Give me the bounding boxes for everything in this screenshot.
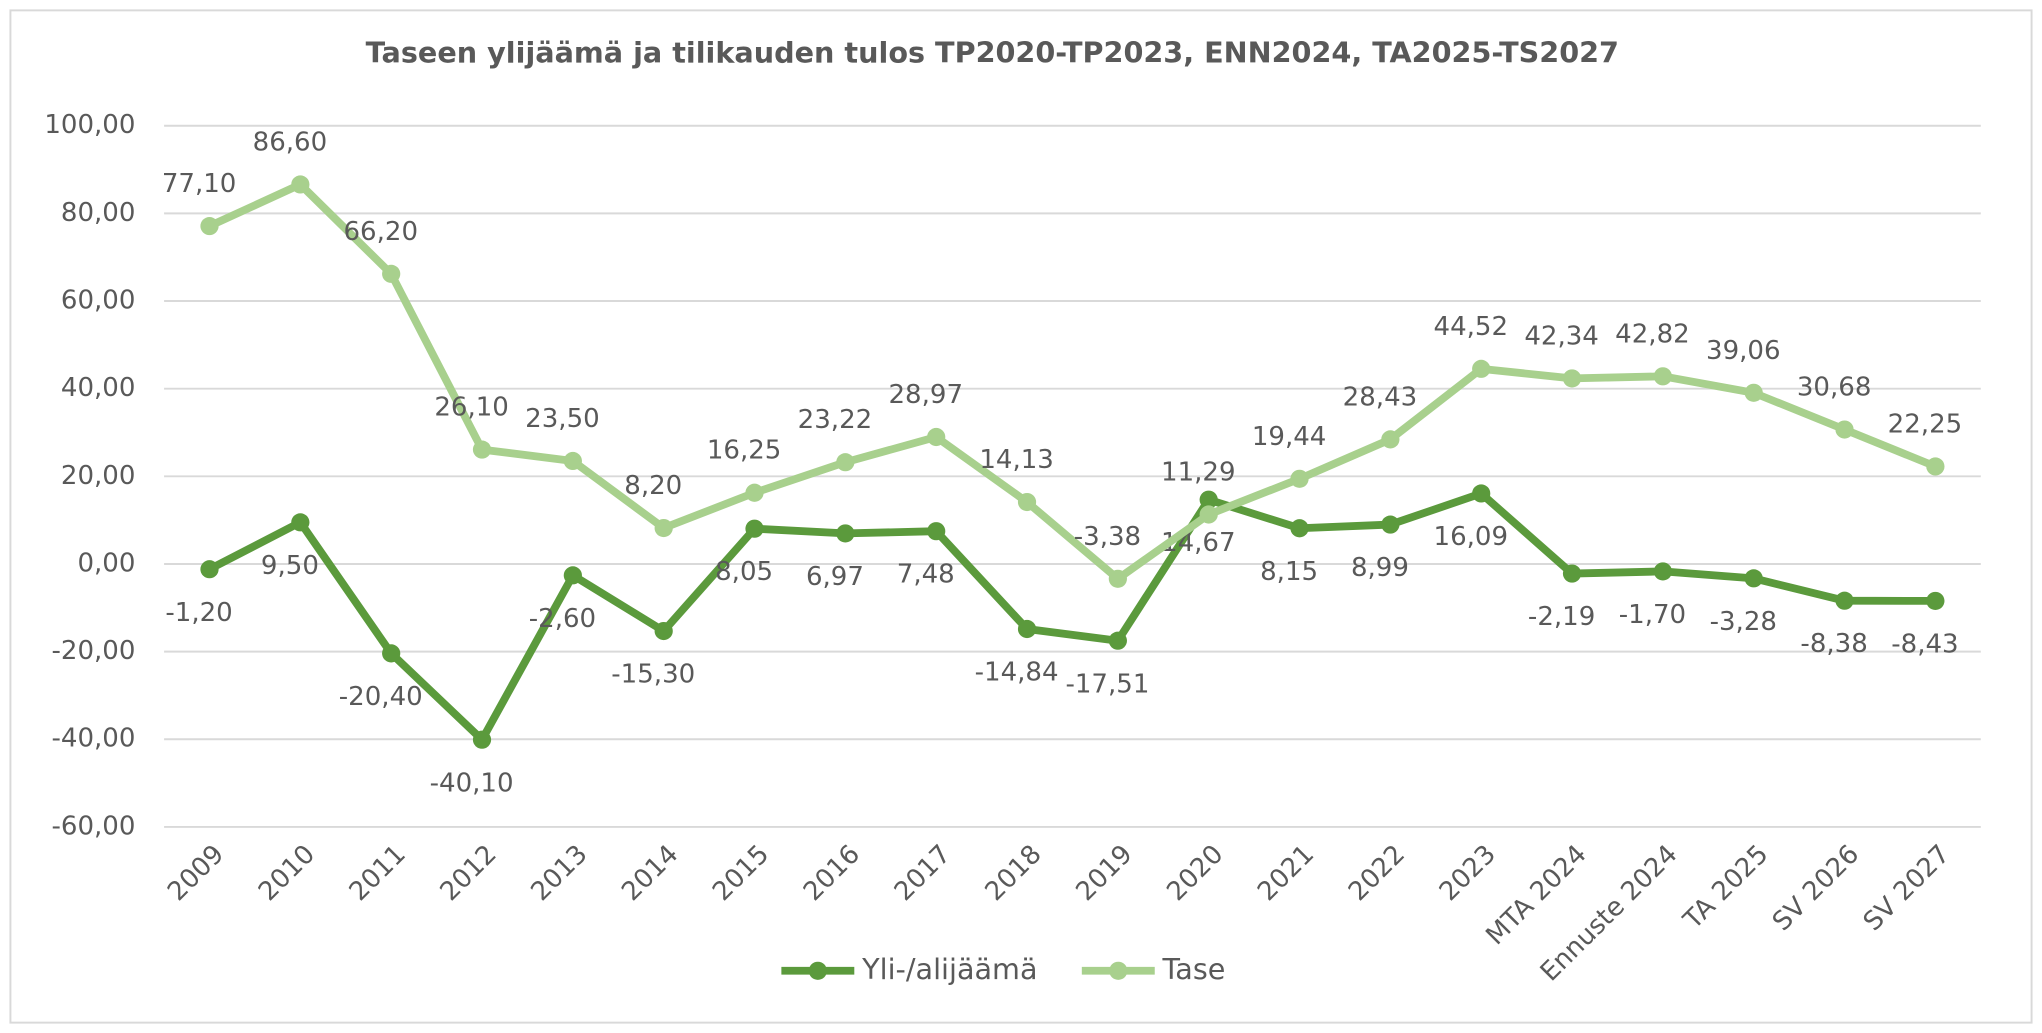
data-label: -40,10 xyxy=(430,768,514,798)
y-tick-label: 100,00 xyxy=(44,110,135,140)
data-label: 14,13 xyxy=(979,445,1054,475)
data-label: 16,25 xyxy=(707,436,782,466)
data-label: 16,09 xyxy=(1434,522,1509,552)
data-label: 8,20 xyxy=(624,471,682,501)
point xyxy=(1290,469,1309,488)
point xyxy=(1744,569,1763,588)
data-label: 39,06 xyxy=(1706,336,1781,366)
point xyxy=(836,524,855,543)
point xyxy=(291,513,310,532)
data-label: 23,50 xyxy=(525,404,600,434)
series-line xyxy=(207,180,1937,583)
data-label: -2,19 xyxy=(1528,602,1595,632)
legend-label: Tase xyxy=(1162,952,1226,986)
data-label: -20,40 xyxy=(339,682,423,712)
y-tick-label: -20,00 xyxy=(52,636,136,666)
point xyxy=(745,519,764,538)
point xyxy=(836,453,855,472)
data-label: 77,10 xyxy=(162,169,237,199)
data-label: 8,99 xyxy=(1351,553,1409,583)
point xyxy=(200,217,219,236)
legend-label: Yli-/alijäämä xyxy=(861,952,1037,986)
y-tick-label: 0,00 xyxy=(77,549,135,579)
data-label: 8,05 xyxy=(715,557,773,587)
point xyxy=(1744,383,1763,402)
point xyxy=(1472,359,1491,378)
point xyxy=(1562,369,1582,388)
point xyxy=(1835,591,1854,610)
point xyxy=(1290,519,1309,538)
point xyxy=(200,560,219,579)
data-label: 23,22 xyxy=(798,405,873,435)
series-line xyxy=(207,489,1936,744)
data-label: 42,82 xyxy=(1615,319,1690,349)
data-label: 42,34 xyxy=(1524,321,1599,351)
point xyxy=(1199,505,1218,524)
y-tick-label: 40,00 xyxy=(61,373,136,403)
point xyxy=(654,621,673,641)
data-label: -1,70 xyxy=(1619,600,1686,630)
data-label: -8,38 xyxy=(1800,629,1867,659)
point xyxy=(563,566,582,585)
data-label: -17,51 xyxy=(1065,669,1149,699)
point xyxy=(745,483,764,502)
point xyxy=(472,730,492,749)
data-label: -2,60 xyxy=(529,604,596,634)
legend-marker xyxy=(808,961,827,980)
point xyxy=(1653,367,1672,386)
point xyxy=(1108,569,1127,588)
point xyxy=(1381,430,1400,449)
point xyxy=(1835,420,1854,439)
point xyxy=(1108,631,1127,650)
y-tick-label: 60,00 xyxy=(61,286,136,316)
point xyxy=(1199,490,1218,509)
point xyxy=(1017,619,1037,639)
point xyxy=(472,440,492,459)
data-label: 8,15 xyxy=(1260,557,1318,587)
data-label: 28,97 xyxy=(889,380,964,410)
data-label: 7,48 xyxy=(897,560,955,590)
point xyxy=(382,644,401,663)
y-tick-label: -40,00 xyxy=(52,724,136,754)
legend-marker xyxy=(1109,961,1128,980)
point xyxy=(927,522,946,541)
data-label: 6,97 xyxy=(806,562,864,592)
data-label: 22,25 xyxy=(1888,410,1963,440)
chart-title: Taseen ylijäämä ja tilikauden tulos TP20… xyxy=(366,35,1619,69)
data-label: 9,50 xyxy=(261,551,319,581)
y-tick-label: 20,00 xyxy=(61,461,136,491)
point xyxy=(1017,492,1037,512)
point xyxy=(1472,484,1491,503)
data-label: 19,44 xyxy=(1252,422,1327,452)
y-tick-label: 80,00 xyxy=(61,198,136,228)
point xyxy=(382,264,401,283)
data-label: -14,84 xyxy=(975,658,1059,688)
chart-frame xyxy=(9,9,2033,1024)
data-label: 26,10 xyxy=(434,393,509,423)
point xyxy=(927,427,946,447)
data-label: 66,20 xyxy=(343,217,418,247)
point xyxy=(654,518,673,538)
data-label: 11,29 xyxy=(1161,458,1236,488)
point xyxy=(291,175,310,194)
point xyxy=(1381,515,1400,534)
data-label: -3,38 xyxy=(1074,522,1141,552)
point xyxy=(1926,457,1945,476)
y-tick-label: -60,00 xyxy=(52,811,136,841)
data-label: -8,43 xyxy=(1891,630,1958,660)
data-label: -3,28 xyxy=(1710,607,1777,637)
point xyxy=(563,451,582,471)
data-label: 86,60 xyxy=(253,128,328,158)
point xyxy=(1562,564,1582,583)
point xyxy=(1653,562,1672,581)
data-label: 28,43 xyxy=(1343,382,1418,412)
data-label: 30,68 xyxy=(1797,373,1872,403)
data-label: -1,20 xyxy=(165,598,232,628)
data-label: 44,52 xyxy=(1434,312,1509,342)
data-label: -15,30 xyxy=(611,660,695,690)
point xyxy=(1926,591,1945,610)
